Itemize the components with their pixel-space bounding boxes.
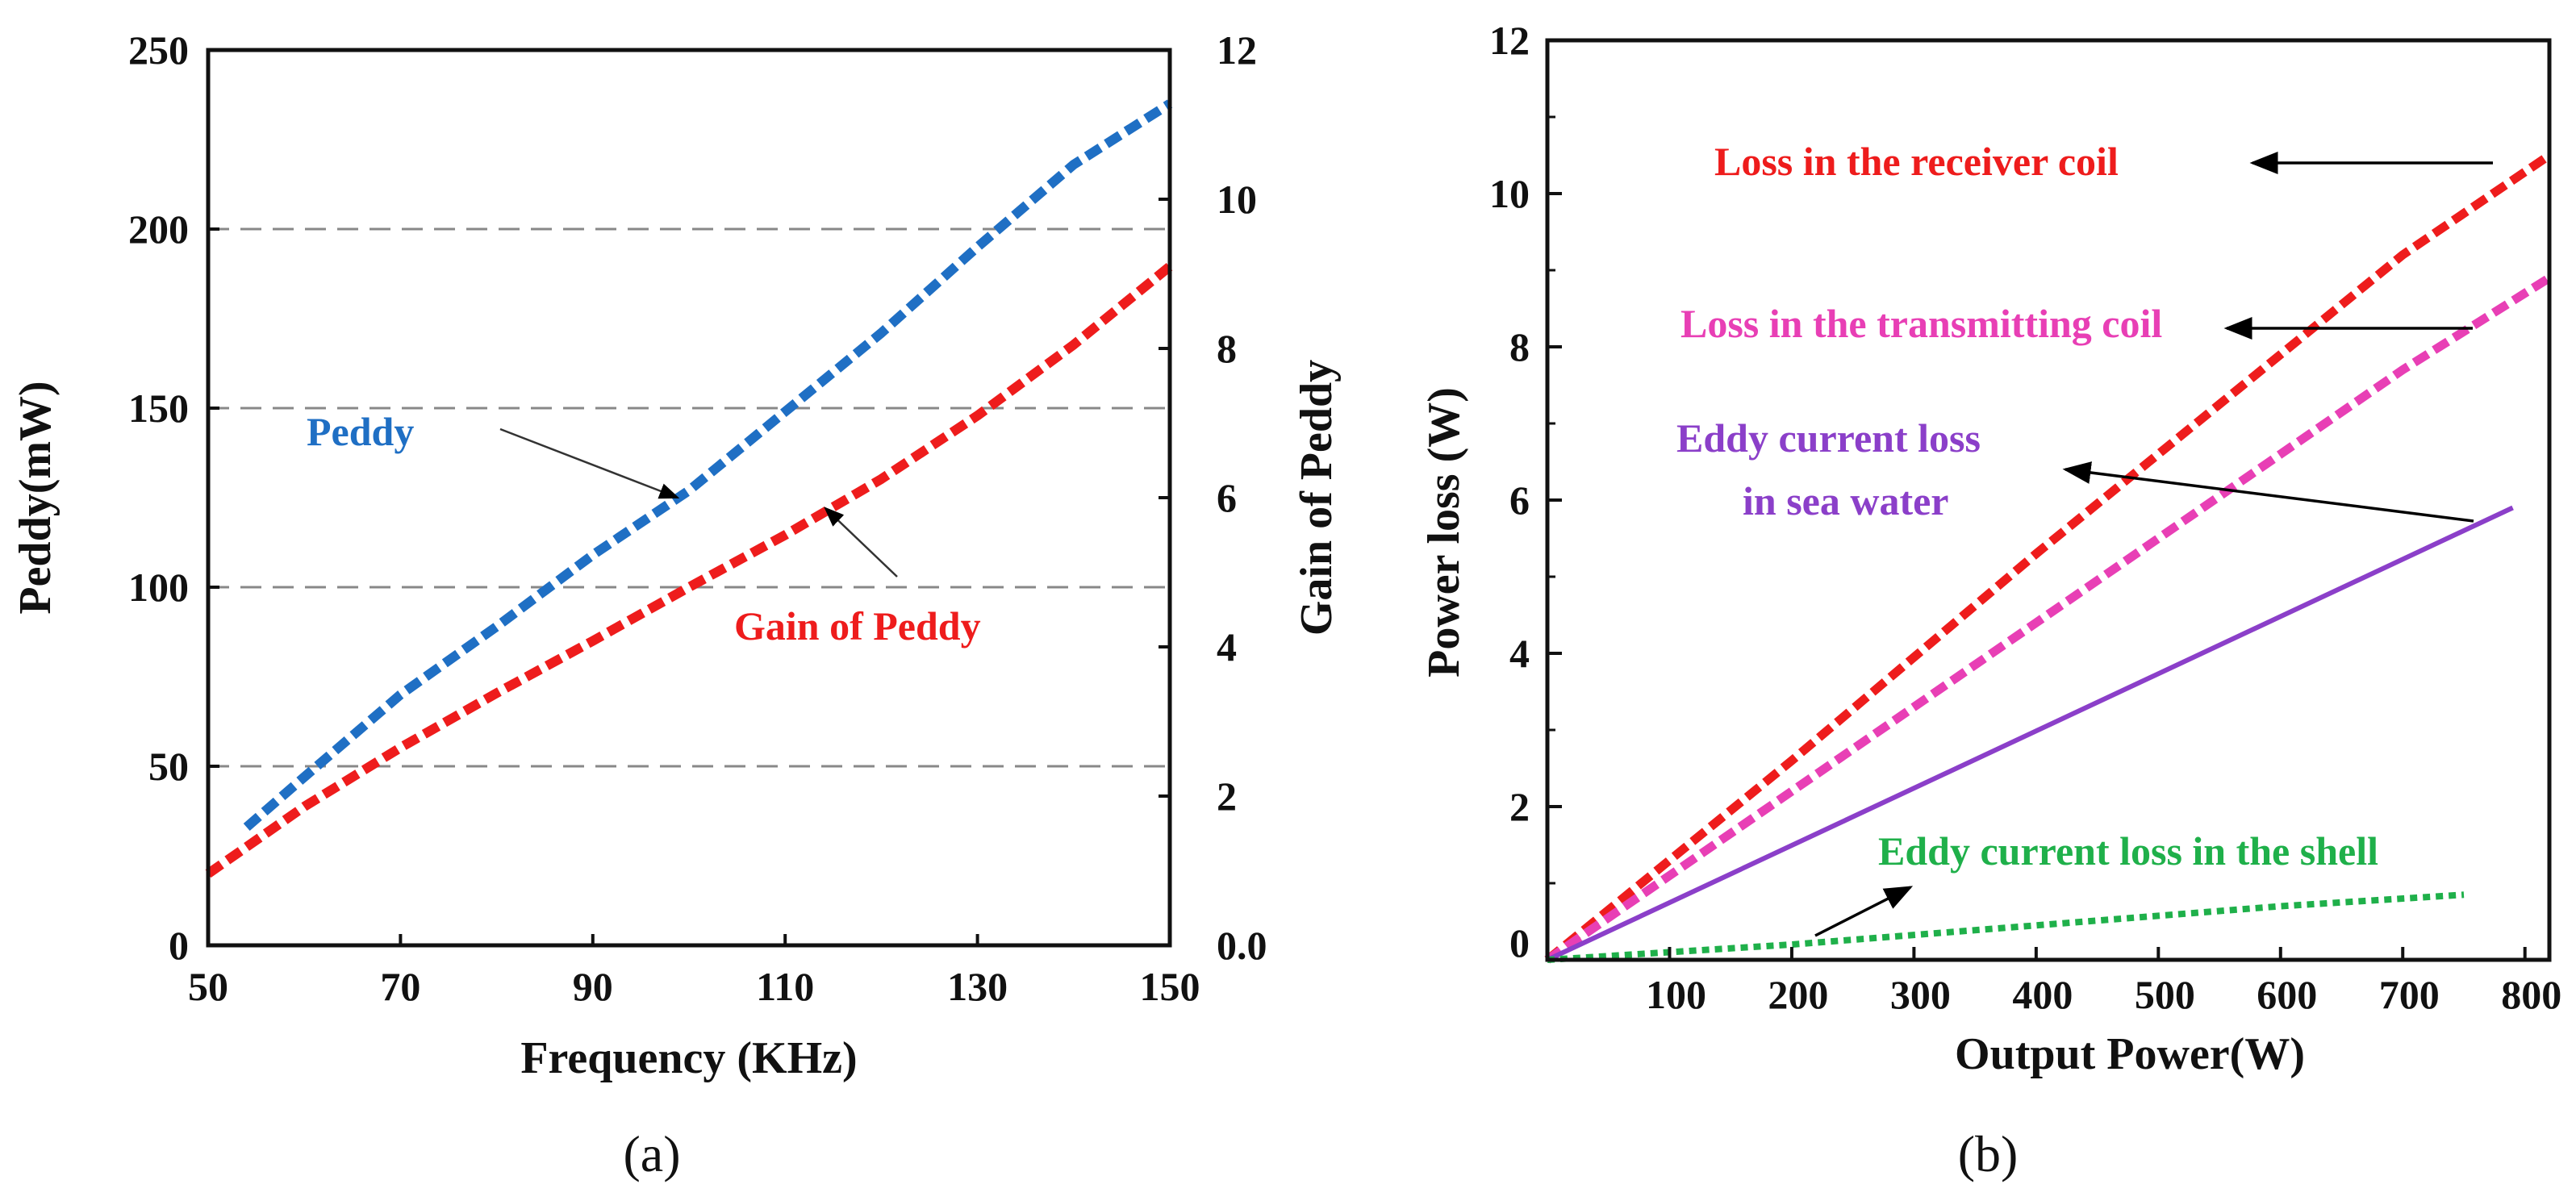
panel-b-series: [1544, 151, 2553, 964]
transmitting-annotation-label: Loss in the transmitting coil: [1680, 301, 2162, 346]
panel-a-plot-frame: [206, 48, 1172, 948]
panel-b-label: (b): [1958, 1125, 2019, 1182]
panel-a-y-tick-label: 100: [128, 565, 189, 610]
panel-b-x-tick-label: 300: [1890, 972, 1951, 1017]
panel-b-x-axis-title: Output Power(W): [1955, 1029, 2305, 1079]
sea-water-annotation-arrow: [2062, 461, 2474, 523]
panel-a-y-tick-label: 150: [128, 386, 189, 431]
panel-b-y-tick-label: 0: [1509, 920, 1530, 965]
panel-a-y-tick-label: 250: [128, 27, 189, 73]
panel-b-series-line-1: [1544, 273, 2552, 964]
panel-b-y-tick-label: 4: [1509, 631, 1530, 676]
panel-b-x-tick-label: 700: [2379, 972, 2440, 1017]
panel-b-y-axis-title: Power loss (W): [1419, 387, 1469, 678]
panel-b-x-tick-label: 500: [2135, 972, 2195, 1017]
panel-a-x-tick-label: 90: [573, 964, 613, 1009]
panel-a-y2-tick-label: 2: [1217, 774, 1237, 819]
peddy-annotation-label: Peddy: [307, 409, 414, 454]
panel-b-x-tick-label: 800: [2501, 972, 2561, 1017]
panel-a-y2-axis-title: Gain of Peddy: [1292, 360, 1342, 636]
panel-a-x-tick-label: 70: [380, 964, 420, 1009]
panel-b-series-line-2: [1546, 505, 2514, 962]
panel-a-y2-tick-label: 4: [1217, 624, 1237, 669]
panel-a-series-line-1: [205, 262, 1173, 878]
panel-a-y2-tick-label: 8: [1217, 326, 1237, 371]
panel-b: 100 200 300 400 500 600 700 800 0 2 4 6 8 10 12 Loss i…: [1419, 18, 2561, 1182]
panel-a-y-axis-title: Peddy(mW): [10, 381, 61, 614]
gain-annotation-label: Gain of Peddy: [734, 603, 981, 648]
panel-a-x-axis-title: Frequency (KHz): [520, 1033, 857, 1083]
panel-a-x-tick-label: 110: [756, 964, 814, 1009]
panel-a-x-tick-label: 130: [947, 964, 1008, 1009]
panel-b-y-tick-label: 2: [1509, 784, 1530, 829]
panel-b-x-tick-label: 200: [1768, 972, 1828, 1017]
receiver-annotation-label: Loss in the receiver coil: [1714, 139, 2119, 184]
gain-annotation-arrow: [824, 507, 898, 578]
panel-a-ticks: 50 70 90 110 130 1500501001502002500.02468101…: [128, 27, 1267, 1009]
panel-b-x-tick-label: 100: [1646, 972, 1706, 1017]
panel-a-y2-tick-label: 0.0: [1217, 923, 1267, 968]
panel-b-y-tick-label: 12: [1489, 18, 1530, 63]
panel-b-y-tick-label: 10: [1489, 171, 1530, 216]
panel-b-y-tick-label: 8: [1509, 324, 1530, 369]
panel-a-series: [205, 99, 1173, 878]
shell-annotation-label: Eddy current loss in the shell: [1878, 828, 2378, 874]
panel-b-series-line-3: [1547, 891, 2465, 963]
panel-a-x-tick-label: 50: [188, 964, 228, 1009]
panel-b-x-tick-label: 400: [2012, 972, 2073, 1017]
panel-a-x-tick-label: 150: [1140, 964, 1200, 1009]
panel-a-y-tick-label: 50: [148, 744, 189, 789]
sea-water-annotation-label-line1: Eddy current loss: [1676, 415, 1981, 461]
panel-a-y-tick-label: 0: [169, 923, 189, 968]
panel-a-y2-tick-label: 6: [1217, 475, 1237, 520]
panel-b-y-tick-label: 6: [1509, 477, 1530, 523]
sea-water-annotation-label-line2: in sea water: [1743, 478, 1949, 523]
shell-annotation-arrow: [1814, 886, 1914, 937]
panel-a-y2-tick-label: 12: [1217, 27, 1257, 73]
panel-a: 50 70 90 110 130 1500501001502002500.02468101…: [10, 27, 1342, 1182]
panel-a-y2-tick-label: 10: [1217, 177, 1257, 222]
panel-b-ticks: 100 200 300 400 500 600 700 800 0 2 4 6 8 10 12: [1489, 18, 2561, 1017]
panel-a-series-line-0: [243, 99, 1173, 832]
peddy-annotation-arrow: [499, 427, 680, 499]
panel-b-x-tick-label: 600: [2257, 972, 2317, 1017]
panel-b-series-line-0: [1544, 151, 2553, 964]
panel-a-y-tick-label: 200: [128, 206, 189, 252]
panel-a-label: (a): [623, 1125, 680, 1182]
panel-a-gridlines: [208, 227, 1170, 768]
